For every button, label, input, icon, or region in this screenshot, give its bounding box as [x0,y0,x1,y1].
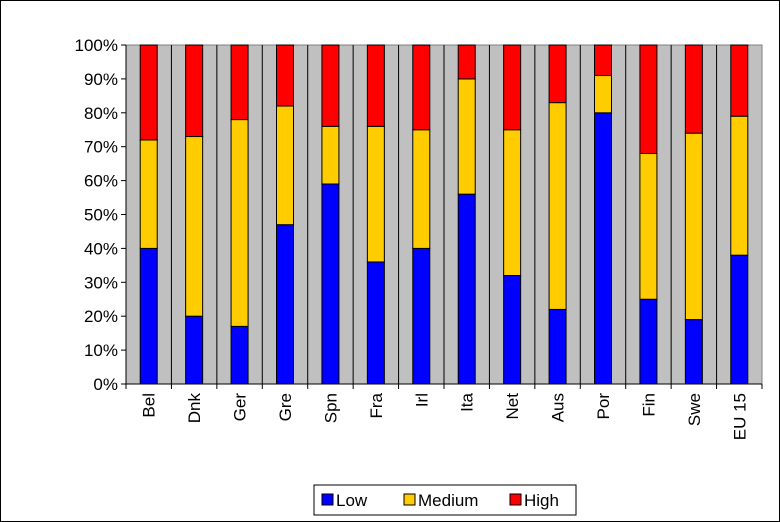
y-tick-label: 60% [84,172,118,191]
x-tick-label: Net [503,393,522,420]
bar-high-ger [230,44,249,121]
bar-low-fin [639,298,658,385]
bar-medium-ger [230,119,249,327]
bar-medium-dnk [185,136,204,317]
x-tick-label: Fra [367,392,386,418]
bar-high-spn [321,44,340,127]
y-tick-label: 70% [84,138,118,157]
bar-medium-net [503,129,522,277]
legend-swatch-medium [403,493,416,506]
x-tick-label: Fin [639,393,658,417]
bar-medium-por [594,75,612,114]
bar-high-fra [366,44,385,127]
y-axis: 0% 10% 20% 30% 40% 50% 60% 70% 80% 90% 100% [75,36,127,394]
bar-low-eu-15 [730,254,749,385]
y-tick-label: 0% [93,375,118,394]
bar-low-bel [139,247,158,385]
bar-low-swe [684,319,703,385]
bar-low-por [594,112,612,385]
legend-label-medium: Medium [418,491,478,510]
x-tick-label: Swe [685,393,704,426]
y-tick-label: 30% [84,273,118,292]
bar-high-net [503,44,522,131]
bar-low-gre [276,224,294,385]
x-tick-label: Irl [412,393,431,407]
bar-medium-bel [139,139,158,249]
y-tick-label: 20% [84,307,118,326]
bar-low-aus [548,308,567,385]
legend-box [313,484,577,516]
x-tick-label: Ita [458,392,477,411]
x-tick-label: Bel [140,393,159,418]
bar-high-eu-15 [730,44,749,117]
x-tick-label: Ger [231,393,250,422]
bar-medium-fra [366,125,385,263]
y-tick-label: 100% [75,36,118,55]
bar-high-bel [139,44,158,141]
legend-label-low: Low [336,491,368,510]
bar-medium-spn [321,125,340,185]
x-tick-label: EU 15 [730,393,749,440]
bar-high-aus [548,44,567,104]
bar-low-dnk [185,315,204,385]
bar-low-net [503,275,522,385]
bar-high-dnk [185,44,204,138]
bar-low-irl [412,247,431,385]
bar-medium-eu-15 [730,115,749,256]
bar-high-por [594,44,612,77]
bar-medium-aus [548,102,567,310]
x-tick-label: Por [594,393,613,420]
bar-medium-ita [457,78,476,195]
bar-high-swe [684,44,703,134]
y-tick-label: 90% [84,70,118,89]
legend: Low Medium High [313,484,577,516]
bar-low-ita [457,193,476,385]
bar-high-gre [276,44,294,107]
x-tick-label: Dnk [185,393,204,424]
x-tick-label: Aus [549,393,568,422]
y-tick-label: 80% [84,104,118,123]
bar-low-ger [230,325,249,385]
bar-high-ita [457,44,476,80]
bar-low-fra [366,261,385,385]
y-tick-label: 40% [84,239,118,258]
bar-medium-swe [684,132,703,321]
y-tick-label: 50% [84,206,118,225]
y-tick-label: 10% [84,341,118,360]
x-tick-label: Spn [321,393,340,423]
x-axis: Bel Dnk Ger Gre Spn Fra Irl Ita Net Aus Por Fin Swe E… [125,383,763,440]
legend-swatch-low [321,493,334,506]
bar-medium-irl [412,129,431,249]
legend-swatch-high [509,493,522,506]
bar-medium-gre [276,105,294,226]
bar-medium-fin [639,152,658,300]
bar-high-fin [639,44,658,154]
legend-label-high: High [524,491,559,510]
x-tick-label: Gre [276,393,295,421]
bar-high-irl [412,44,431,131]
bar-low-spn [321,183,340,385]
plot-area [125,44,763,385]
